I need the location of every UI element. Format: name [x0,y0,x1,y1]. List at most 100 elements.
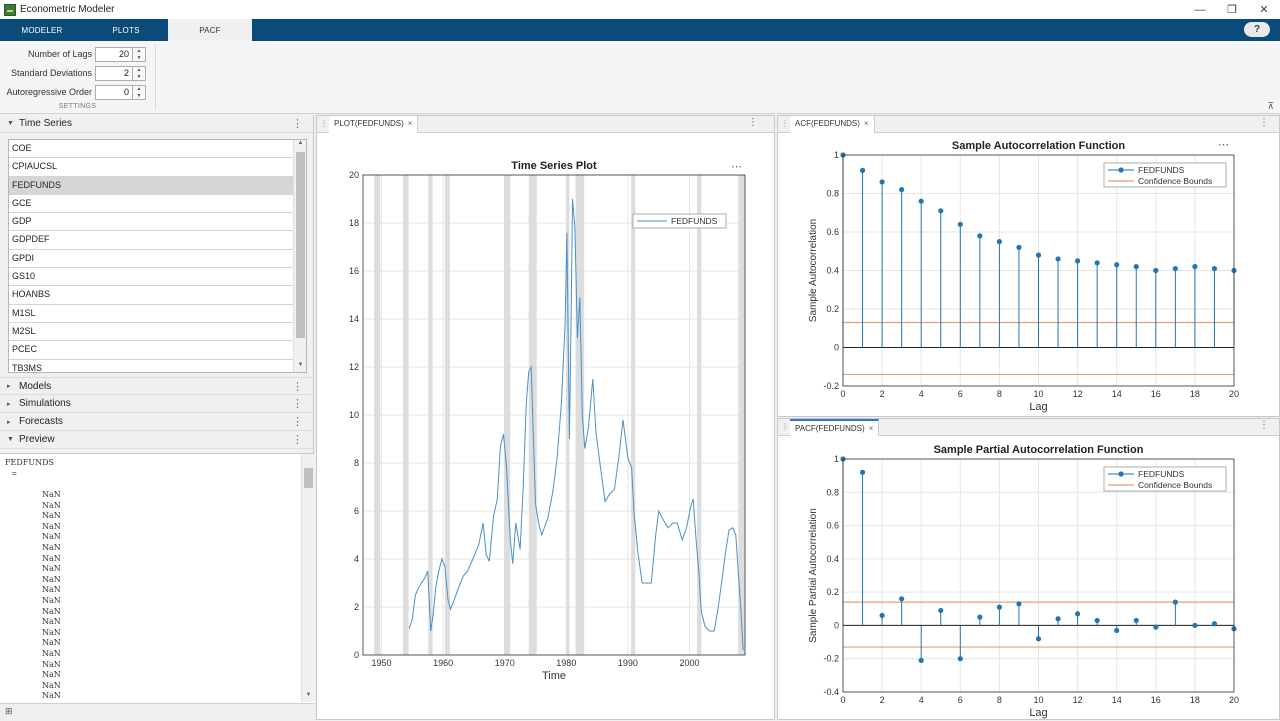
list-item-selected[interactable]: FEDFUNDS [9,176,294,195]
kebab-icon[interactable]: ⋮ [1259,420,1269,431]
y-tick-label: 1 [834,454,839,464]
scroll-up-icon[interactable]: ▲ [297,140,304,146]
down-icon[interactable]: ▼ [136,92,142,99]
preview-value: NaN [42,585,61,595]
up-icon[interactable]: ▲ [136,47,142,54]
list-item[interactable]: GPDI [9,250,294,269]
axes-toolbar-icon[interactable]: ⋯ [1218,139,1229,151]
toolstrip-tabs: MODELER PLOTS PACF ? [0,19,1280,41]
x-axis-label: Time [542,670,566,682]
stem-marker [1055,256,1061,262]
kebab-icon[interactable]: ⋮ [292,398,303,410]
forecasts-header[interactable]: ▸ Forecasts ⋮ [0,413,313,431]
list-item[interactable]: GCE [9,195,294,214]
tab-modeler[interactable]: MODELER [21,25,63,35]
preview-value: NaN [42,680,61,690]
models-header[interactable]: ▸ Models ⋮ [0,377,313,395]
scroll-down-icon[interactable]: ▼ [297,362,304,368]
x-tick-label: 8 [997,695,1002,705]
caret-right-icon[interactable]: ▸ [7,418,11,426]
close-tab-icon[interactable]: × [868,424,874,433]
tab-scroll-icon[interactable]: ⋮ [320,119,328,128]
list-item[interactable]: COE [9,140,294,159]
list-item[interactable]: GDP [9,213,294,232]
close-tab-icon[interactable]: × [407,119,413,128]
kebab-icon[interactable]: ⋮ [292,118,303,130]
time-series-header[interactable]: ▼ Time Series ⋮ [0,115,313,133]
plot-document: ⋮ PLOT(FEDFUNDS) × ⋮ 1950 1960 1970 1980 1990… [316,115,775,720]
list-scrollbar[interactable]: ▲ ▼ [293,140,306,372]
kebab-icon[interactable]: ⋮ [292,416,303,428]
stem-marker [899,187,905,193]
tab-pacf[interactable]: PACF [168,19,252,41]
preview-variable: FEDFUNDS [5,458,54,467]
help-button[interactable]: ? [1244,22,1270,37]
up-icon[interactable]: ▲ [136,66,142,73]
close-icon[interactable]: ✕ [1259,4,1269,16]
list-item[interactable]: M2SL [9,323,294,342]
kebab-icon[interactable]: ⋮ [1259,117,1269,128]
stem-marker [1016,244,1022,250]
down-icon[interactable]: ▼ [136,73,142,80]
std-devs-stepper[interactable]: ▲ ▼ [133,65,146,81]
series-line-fedfunds [408,198,744,651]
scroll-thumb[interactable] [304,468,313,488]
legend-marker [1118,471,1124,477]
preview-scrollbar[interactable]: ▼ [301,454,314,702]
collapse-toolstrip-icon[interactable]: ⊼ [1267,101,1274,111]
x-tick-label: 10 [1033,695,1043,705]
list-item[interactable]: GDPDEF [9,231,294,250]
time-series-chart: 1950 1960 1970 1980 1990 2000 0 2 4 6 8 10 12 14 16 18 2… [349,160,746,682]
num-lags-stepper[interactable]: ▲ ▼ [133,46,146,62]
caret-right-icon[interactable]: ▸ [7,400,11,408]
close-tab-icon[interactable]: × [863,119,869,128]
acf-chart: 0 2 4 6 8 10 12 14 16 18 20-0.200.20.40.60.81Sampl… [808,140,1239,413]
kebab-icon[interactable]: ⋮ [748,117,758,128]
preview-equals: = [12,469,17,478]
forecasts-title: Forecasts [19,416,63,427]
ar-order-stepper[interactable]: ▲ ▼ [133,84,146,100]
list-item[interactable]: TB3MS [9,360,294,372]
minimize-icon[interactable]: — [1194,3,1206,16]
num-lags-field[interactable]: 20 [95,46,133,62]
list-item[interactable]: PCEC [9,341,294,360]
scroll-down-icon[interactable]: ▼ [305,692,312,698]
caret-right-icon[interactable]: ▸ [7,383,11,390]
stem-marker [1172,265,1178,272]
stem-marker [957,221,963,227]
caret-down-icon[interactable]: ▼ [7,120,14,127]
preview-header[interactable]: ▼ Preview ⋮ [0,431,313,449]
std-devs-label: Standard Deviations [10,68,92,78]
stem-marker [1075,258,1081,264]
restore-icon[interactable]: ❐ [1227,4,1237,16]
axes-toolbar-icon[interactable]: ⋯ [731,161,742,173]
acf-document: ⋮ ACF(FEDFUNDS) × ⋮ 0 2 4 6 8 10 12 14 16 18 20 -0.2… [777,115,1280,417]
tab-scroll-icon[interactable]: ⋮ [781,422,789,431]
kebab-icon[interactable]: ⋮ [292,434,303,446]
x-tick-label: 0 [840,389,845,399]
doc-tab-acf[interactable]: ACF(FEDFUNDS) × [790,116,875,133]
stem-marker [1211,621,1218,627]
scroll-thumb[interactable] [296,152,305,338]
list-item[interactable]: CPIAUCSL [9,158,294,177]
list-item[interactable]: HOANBS [9,286,294,305]
kebab-icon[interactable]: ⋮ [292,381,303,393]
doc-tab-plot[interactable]: PLOT(FEDFUNDS) × [329,116,419,133]
caret-down-icon[interactable]: ▼ [7,436,14,443]
x-tick-label: 18 [1190,695,1200,705]
simulations-header[interactable]: ▸ Simulations ⋮ [0,395,313,413]
doc-tab-pacf[interactable]: PACF(FEDFUNDS) × [790,419,880,436]
up-icon[interactable]: ▲ [136,85,142,92]
tab-plots[interactable]: PLOTS [112,25,140,35]
stem-marker [1055,616,1061,622]
x-tick-label: 14 [1112,389,1122,399]
legend-marker [1118,167,1124,173]
preview-value: NaN [42,649,61,658]
x-axis-label: Lag [1029,707,1047,719]
tab-scroll-icon[interactable]: ⋮ [781,119,789,128]
std-devs-field[interactable]: 2 [95,65,133,81]
list-item[interactable]: M1SL [9,305,294,323]
down-icon[interactable]: ▼ [136,54,142,61]
ar-order-field[interactable]: 0 [95,84,133,100]
list-item[interactable]: GS10 [9,268,294,287]
